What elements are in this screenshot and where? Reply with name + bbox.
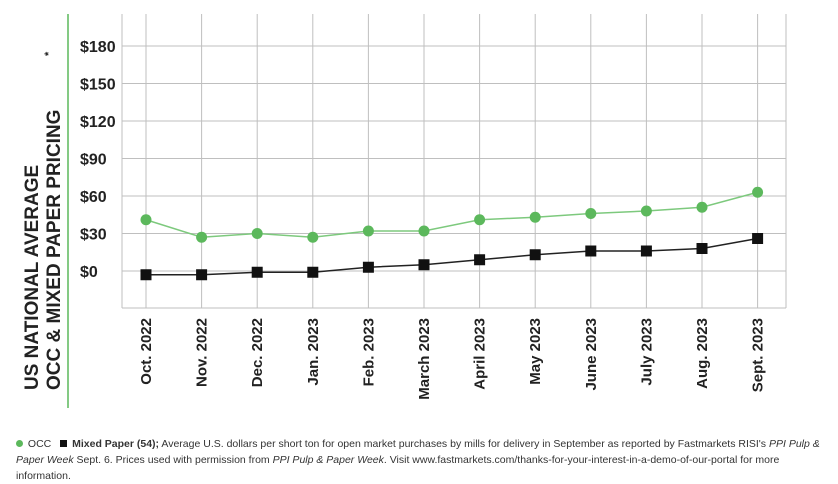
x-tick-label: Jan. 2023: [305, 318, 322, 386]
y-axis-title-line-2: OCC & MIXED PAPER PRICING: [44, 110, 65, 390]
occ-data-point: [640, 205, 652, 217]
occ-data-point: [140, 214, 152, 226]
mixed-paper-data-point: [640, 245, 652, 257]
occ-data-point: [196, 231, 208, 243]
footnote-publication-1: PPI Pulp & Paper Week: [16, 438, 820, 466]
occ-data-point: [474, 214, 486, 226]
y-axis-title-footnote-mark: *: [43, 51, 55, 56]
occ-data-point: [362, 225, 374, 237]
footnote-publication-2: PPI Pulp & Paper Week: [272, 454, 384, 466]
mixed-paper-data-point: [307, 266, 319, 278]
y-tick-label: $120: [80, 114, 116, 131]
occ-legend-label: OCC: [27, 438, 52, 450]
mixed-paper-data-point: [585, 245, 597, 257]
occ-data-point: [251, 228, 263, 239]
x-tick-label: Oct. 2022: [138, 318, 155, 385]
occ-data-point: [418, 225, 430, 237]
x-tick-label: Sept. 2023: [750, 318, 767, 392]
footnote-text-3: . Visit www.fastmarkets.com/thanks-for-y…: [16, 454, 780, 482]
mixed-paper-data-point: [474, 254, 486, 266]
y-tick-label: $30: [80, 227, 107, 244]
x-tick-label: Dec. 2022: [249, 318, 266, 387]
y-tick-label: $90: [80, 152, 107, 169]
x-tick-label: June 2023: [583, 318, 600, 391]
y-tick-label: $150: [80, 77, 116, 94]
footnote-text-2: Sept. 6. Prices used with permission fro…: [73, 454, 273, 466]
line-chart: US NATIONAL AVERAGE OCC & MIXED PAPER PRI…: [22, 14, 787, 408]
mixed-paper-data-point: [140, 269, 152, 281]
mixed-paper-data-point: [251, 266, 263, 278]
occ-data-point: [585, 208, 597, 219]
x-tick-label: July 2023: [638, 318, 655, 386]
footnote: OCC Mixed Paper (54); Average U.S. dolla…: [16, 436, 822, 484]
y-axis-title-line-1: US NATIONAL AVERAGE: [22, 165, 43, 390]
footnote-text-1: Average U.S. dollars per short ton for o…: [159, 438, 769, 450]
x-tick-label: Feb. 2023: [360, 318, 377, 386]
x-tick-label: Nov. 2022: [194, 318, 211, 387]
occ-data-point: [529, 211, 541, 223]
y-tick-label: $180: [80, 39, 116, 56]
x-tick-label: April 2023: [472, 318, 489, 390]
occ-data-point: [752, 186, 764, 198]
mixed-paper-data-point: [362, 261, 374, 273]
occ-data-point: [696, 201, 708, 213]
mixed-paper-data-point: [696, 243, 708, 254]
mixed-paper-legend-label: Mixed Paper (54);: [72, 438, 160, 450]
y-tick-label: $0: [80, 264, 98, 281]
x-tick-label: May 2023: [527, 318, 544, 385]
y-tick-label: $60: [80, 189, 107, 206]
occ-series-line: [145, 191, 758, 239]
occ-data-point: [307, 231, 319, 243]
mixed-paper-data-point: [418, 259, 430, 271]
mixed-paper-data-point: [752, 233, 764, 244]
occ-legend-marker: [16, 440, 23, 447]
x-tick-label: Aug. 2023: [694, 318, 711, 389]
mixed-paper-legend-marker: [60, 440, 68, 447]
mixed-paper-series-line: [146, 237, 758, 276]
mixed-paper-data-point: [529, 249, 541, 261]
x-tick-label: March 2023: [416, 318, 433, 400]
mixed-paper-data-point: [196, 269, 208, 281]
